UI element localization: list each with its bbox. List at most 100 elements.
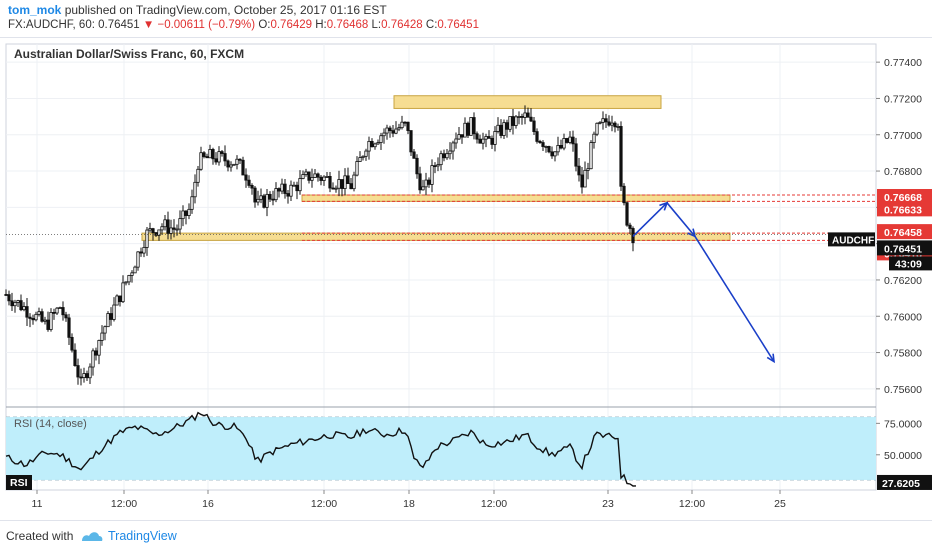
candle-body [178,218,182,230]
open-value: 0.76429 [270,19,313,31]
symbol-tag-bg [828,232,875,247]
candle-body [445,153,449,159]
candle-body [253,187,257,203]
candle-body [10,300,14,307]
candle-body [91,350,95,368]
y-tick-label: 0.76200 [884,275,922,287]
candle-body [265,193,269,208]
candle-body [592,133,596,143]
high-label: H: [315,19,327,31]
candle-body [283,183,287,194]
candle-body [502,122,506,136]
candle-body [220,151,224,154]
candle-body [310,177,314,181]
supply-demand-zone [301,194,731,202]
candle-body [103,326,107,334]
candle-body [31,318,35,321]
candle-body [307,171,311,181]
candle-body [364,150,368,157]
price-chart[interactable]: 0.774000.772000.770000.768000.766000.764… [0,38,932,520]
publish-info: published on TradingView.com, October 25… [64,3,387,17]
candle-body [589,142,593,170]
price-level-label-bg [877,201,932,217]
x-tick-label: 12:00 [679,498,705,510]
candle-body [49,311,53,330]
candle-body [82,373,86,378]
candle-body [412,151,416,159]
countdown-bg [889,256,932,271]
candle-body [358,157,362,162]
candle-body [433,165,437,168]
price-axis[interactable]: 0.774000.772000.770000.768000.766000.764… [876,57,922,396]
candle-body [223,153,227,162]
candle-body [355,161,359,176]
candle-body [58,307,62,309]
candle-body [439,153,443,166]
candle-body [106,313,110,328]
candle-body [316,173,320,178]
supply-demand-zone [393,95,662,109]
candle-body [85,373,89,379]
candle-body [460,134,464,138]
candle-body [487,136,491,139]
rsi-axis: 75.0000 50.0000 [876,418,922,462]
candle-body [127,275,131,283]
candle-body [73,349,77,366]
candle-body [232,163,236,166]
candle-body [526,112,530,118]
candle-body [55,307,59,314]
candle-body [262,195,266,208]
candle-body [193,181,197,198]
candle-body [184,210,188,216]
candle-body [397,127,401,130]
candle-body [430,165,434,185]
close-value: 0.76451 [437,19,479,31]
candle-body [118,295,122,303]
candle-body [217,151,221,163]
candle-body [208,149,212,159]
candle-body [67,317,71,338]
candle-body [247,179,251,186]
candle-body [28,316,32,319]
candle-body [622,185,626,204]
rsi-line [5,411,637,487]
candle-body [559,145,563,149]
candle-body [382,132,386,137]
author-link[interactable]: tom_mok [8,3,62,17]
candle-body [214,158,218,163]
candle-body [130,272,134,276]
rsi-tick-label: 50.0000 [884,450,922,462]
candle-body [295,184,299,192]
rsi-value-label: 27.6205 [882,478,920,490]
candle-body [34,313,38,321]
time-axis[interactable]: 11 12:00 16 12:00 18 12:00 23 12:00 25 [6,489,876,510]
candle-body [388,127,392,132]
candle-body [538,140,542,143]
chart-header: tom_mok published on TradingView.com, Oc… [0,0,932,38]
candle-body [46,319,50,330]
chart-title: Australian Dollar/Swiss Franc, 60, FXCM [14,47,244,61]
candle-body [415,157,419,175]
x-tick-label: 16 [202,498,214,510]
candle-body [343,175,347,189]
y-tick-label: 0.75800 [884,348,922,360]
last-price-label: 0.76451 [884,243,922,255]
candle-body [508,116,512,130]
candle-body [250,184,254,189]
tradingview-logo-icon[interactable] [80,528,104,544]
candle-body [469,117,473,136]
tradingview-brand-link[interactable]: TradingView [108,529,177,543]
x-tick-label: 23 [602,498,614,510]
candle-body [259,195,263,200]
header-divider [0,37,932,38]
candle-body [583,169,587,188]
candle-body [484,136,488,140]
symbol-label: FX:AUDCHF, 60 [8,19,92,31]
candle-body [13,302,17,307]
x-tick-label: 12:00 [111,498,137,510]
candle-body [280,183,284,192]
candle-body [547,146,551,153]
high-value: 0.76468 [326,19,369,31]
candle-body [292,184,296,187]
zones [141,95,731,241]
